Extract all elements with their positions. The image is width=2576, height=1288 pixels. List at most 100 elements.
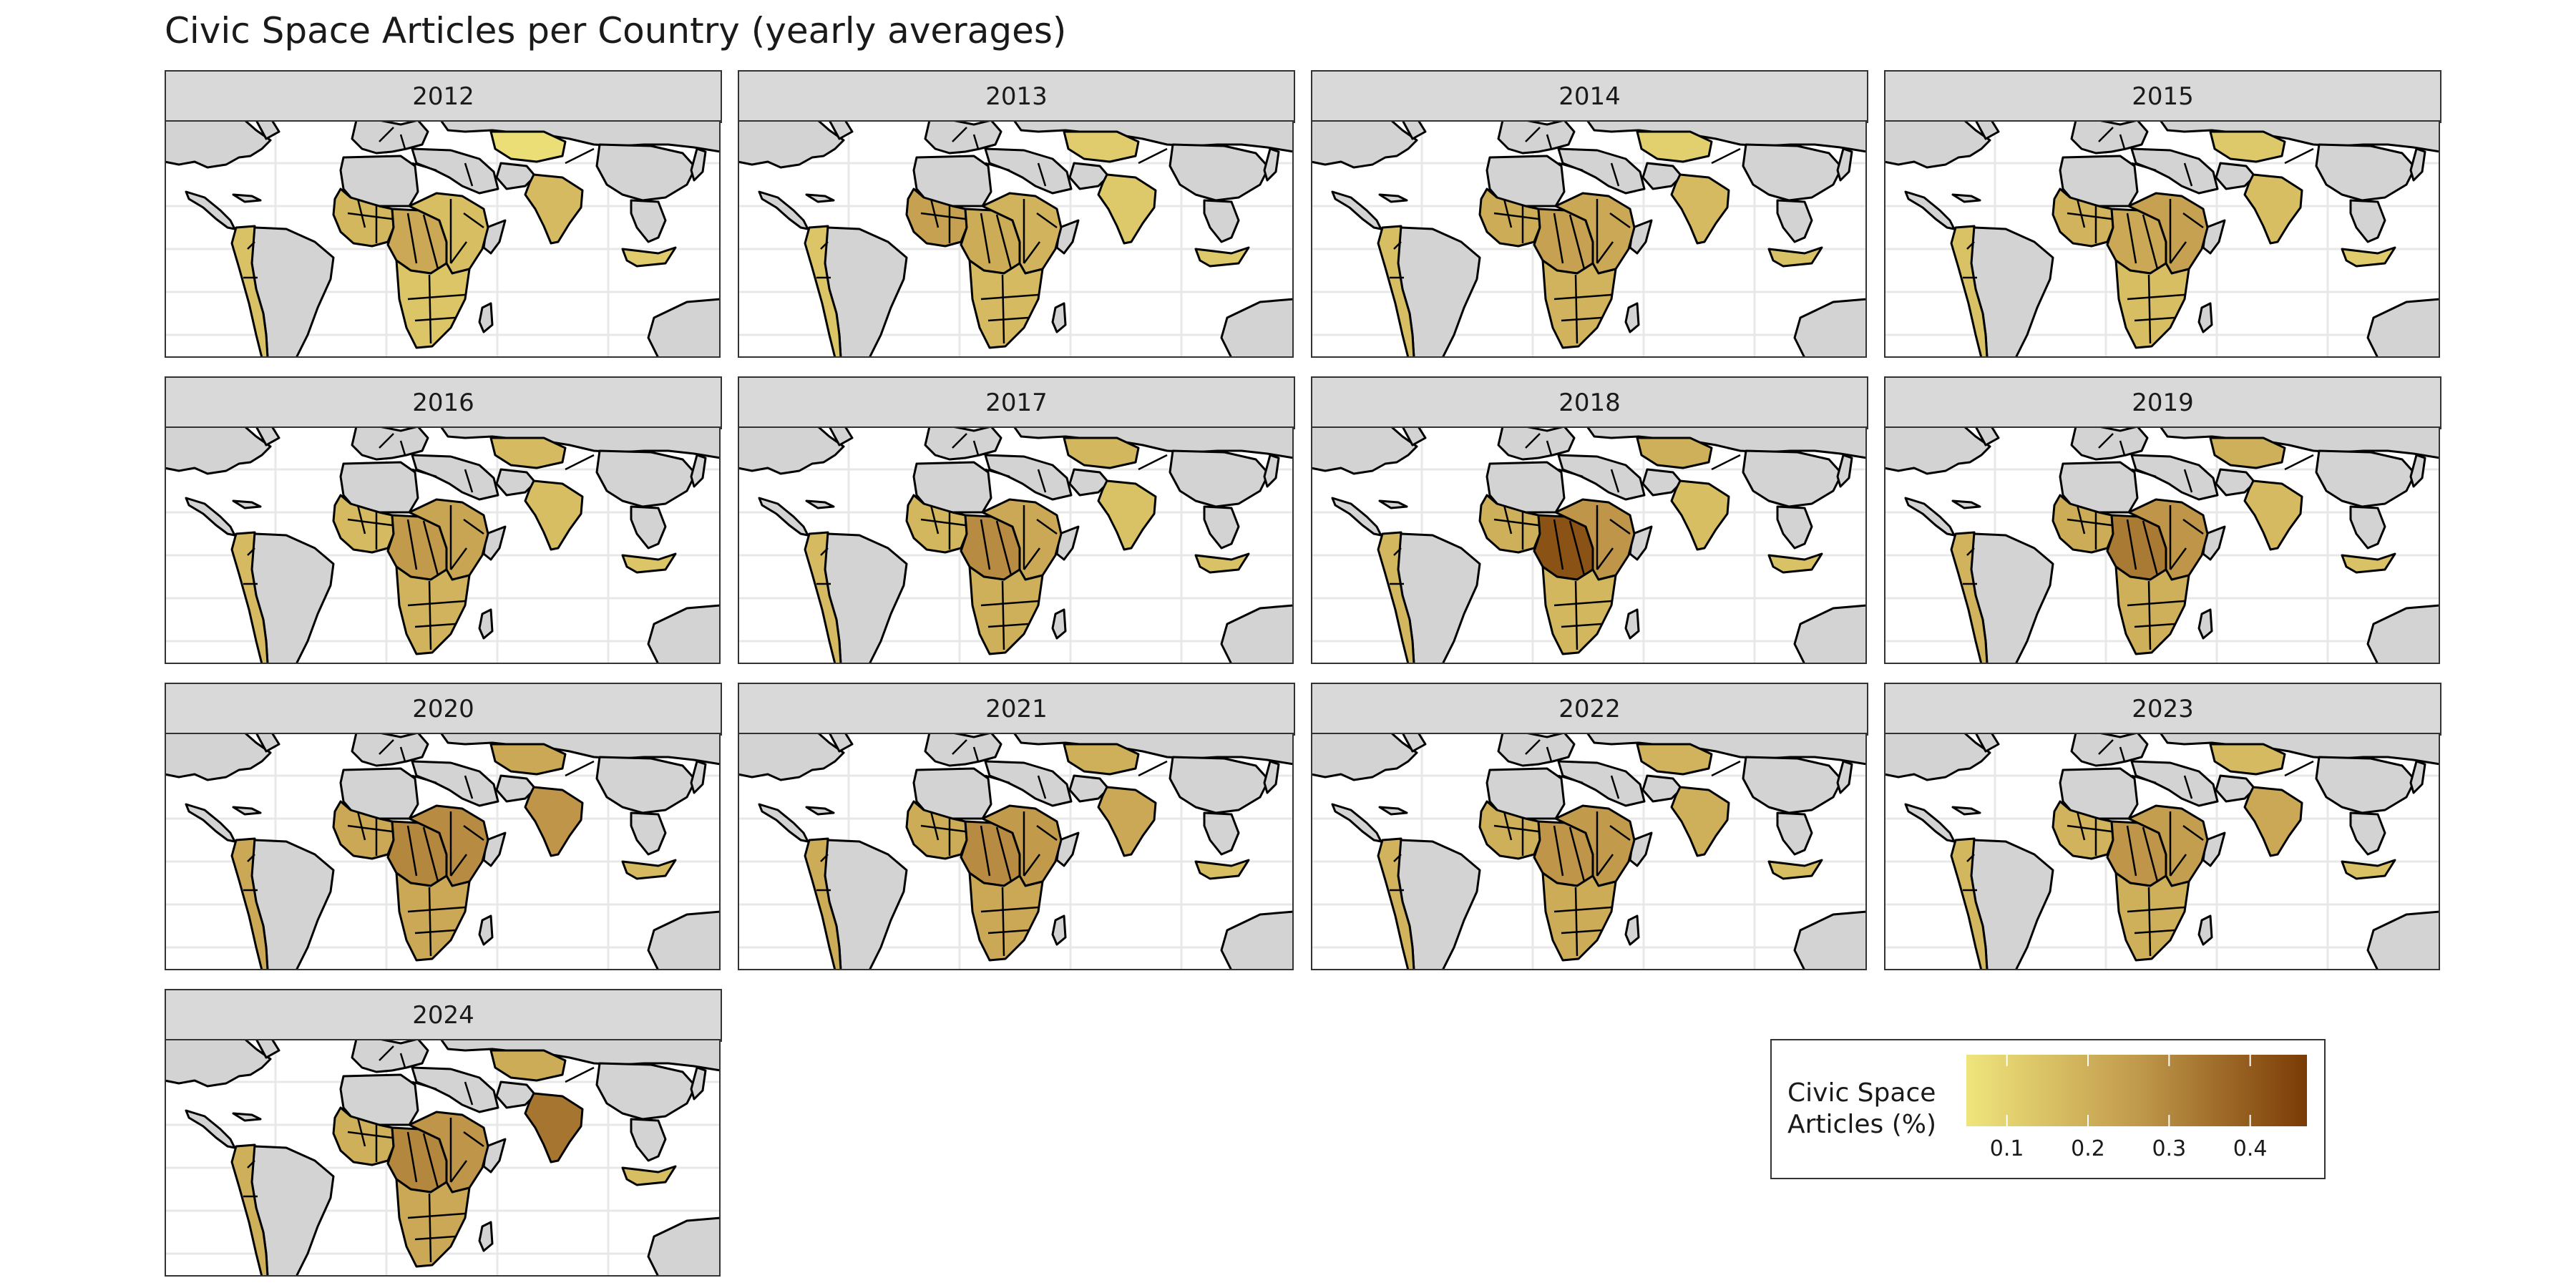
region-kazakhstan — [489, 1049, 567, 1082]
region-andes — [804, 531, 842, 664]
country-border — [2119, 134, 2126, 150]
facet-panel-2018: 2018 — [1311, 376, 1868, 664]
land-madagascar — [478, 608, 494, 640]
country-border — [1493, 518, 1539, 527]
region-west-africa — [332, 800, 395, 860]
land-greenland — [828, 426, 854, 447]
land-japan — [690, 454, 707, 488]
land-russia — [439, 120, 721, 153]
country-border — [247, 547, 255, 556]
country-border — [422, 826, 439, 882]
land-australia — [1793, 910, 1867, 970]
panel-frame — [1884, 733, 2440, 970]
country-border — [379, 127, 394, 142]
country-border — [995, 520, 1013, 576]
region-west-africa — [2051, 800, 2114, 860]
region-andes — [1377, 225, 1415, 358]
land-australia — [1220, 604, 1294, 664]
region-southern-africa — [968, 872, 1044, 962]
land-madagascar — [1051, 608, 1067, 640]
land-australia — [647, 604, 721, 664]
country-border — [428, 1193, 432, 1263]
country-border — [952, 739, 967, 755]
country-border — [1503, 198, 1513, 228]
country-border — [2098, 739, 2114, 755]
country-border — [1558, 468, 1584, 478]
land-russia — [1586, 120, 1867, 153]
country-border — [1610, 775, 1620, 799]
country-border — [1525, 433, 1541, 449]
country-border — [407, 600, 466, 607]
legend-tick-label: 0.3 — [2152, 1136, 2187, 1161]
land-greenland — [828, 120, 854, 140]
land-china-mongolia — [2315, 756, 2416, 814]
land-north-africa — [2059, 461, 2139, 514]
region-kazakhstan — [1636, 130, 1713, 163]
country-border — [985, 162, 1010, 172]
country-border — [2183, 162, 2193, 187]
region-southern-africa — [968, 259, 1044, 349]
region-west-africa — [332, 494, 395, 554]
facet-strip-label: 2023 — [1884, 683, 2441, 736]
country-border — [399, 440, 406, 456]
country-border — [2284, 760, 2314, 777]
land-north-america — [1884, 120, 1991, 169]
country-border — [2134, 623, 2175, 628]
country-border — [2182, 518, 2204, 535]
country-border — [2127, 600, 2185, 607]
country-border — [1966, 241, 1975, 250]
region-andes — [1377, 531, 1415, 664]
country-border — [995, 826, 1013, 882]
region-southern-africa — [395, 1178, 471, 1268]
land-afghanistan-region — [1068, 162, 1110, 190]
land-central-america — [1904, 190, 1956, 230]
facet-panel-2022: 2022 — [1311, 683, 1868, 970]
country-border — [1568, 214, 1586, 270]
country-border — [406, 519, 418, 570]
country-border — [464, 469, 474, 493]
country-border — [422, 1133, 439, 1189]
country-border — [980, 293, 1039, 301]
page-title: Civic Space Articles per Country (yearly… — [165, 10, 1067, 52]
land-afghanistan-region — [495, 1080, 537, 1109]
land-russia — [2159, 426, 2440, 459]
country-border — [565, 760, 595, 777]
panel-frame — [165, 733, 721, 970]
land-madagascar — [1051, 302, 1067, 333]
region-kazakhstan — [489, 743, 567, 776]
land-russia — [1013, 733, 1294, 766]
land-afghanistan-region — [1641, 774, 1683, 803]
country-border — [820, 241, 829, 250]
region-andes — [1950, 531, 1989, 664]
facet-panel-2014: 2014 — [1311, 70, 1868, 358]
land-mainland-se-asia — [2349, 199, 2386, 243]
country-border — [2076, 504, 2086, 535]
country-border — [449, 547, 468, 570]
land-europe — [2070, 426, 2149, 461]
country-border — [2098, 433, 2114, 449]
land-north-america — [738, 733, 845, 781]
land-caribbean-cuba — [232, 193, 262, 203]
land-china-mongolia — [1742, 756, 1843, 814]
country-border — [980, 825, 991, 877]
country-border — [422, 520, 439, 576]
region-southern-africa — [395, 565, 471, 655]
country-border — [1037, 469, 1047, 493]
country-border — [1036, 212, 1058, 229]
land-afghanistan-region — [1641, 468, 1683, 497]
land-north-america — [165, 426, 272, 475]
country-border — [2127, 293, 2185, 301]
country-border — [2076, 198, 2086, 228]
country-border — [1553, 213, 1564, 264]
facet-strip-label: 2017 — [738, 376, 1295, 429]
country-border — [463, 1131, 484, 1148]
land-greenland — [1401, 733, 1427, 753]
legend-colorbar — [1966, 1055, 2307, 1126]
region-andes — [230, 1143, 269, 1277]
land-central-america — [1904, 497, 1956, 537]
land-north-africa — [339, 1073, 419, 1126]
country-border — [952, 433, 967, 449]
land-europe — [351, 1039, 429, 1073]
country-border — [1393, 547, 1402, 556]
country-border — [2126, 519, 2137, 570]
